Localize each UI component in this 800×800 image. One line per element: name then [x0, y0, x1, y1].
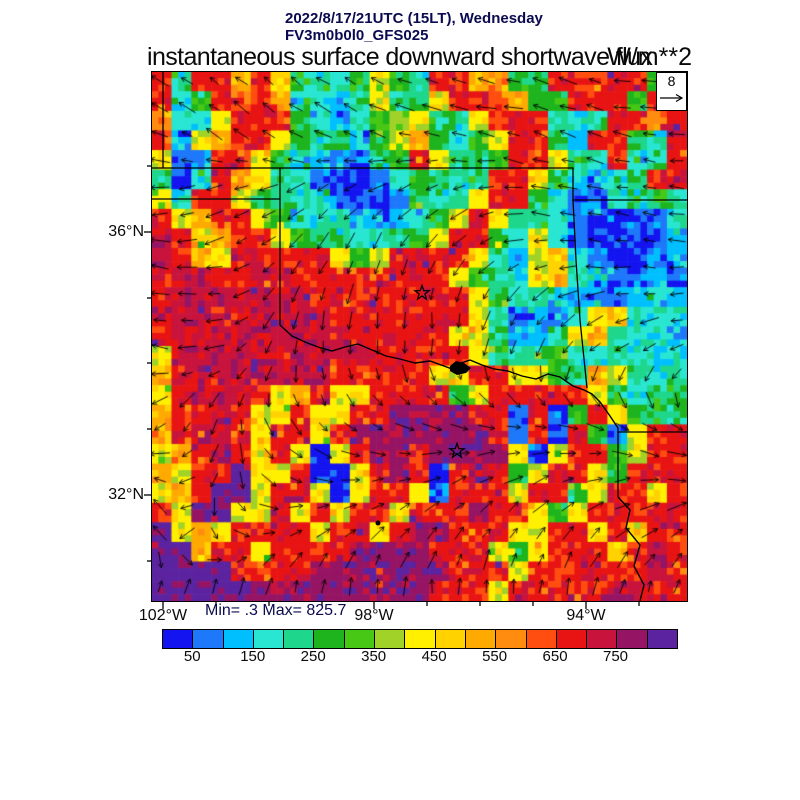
- units-label: W/m**2: [607, 43, 692, 71]
- colorbar-segment: [193, 630, 224, 648]
- colorbar-segment: [314, 630, 345, 648]
- page-title: instantaneous surface downward shortwave…: [147, 43, 653, 71]
- colorbar: [162, 629, 678, 649]
- colorbar-segment: [496, 630, 527, 648]
- flux-heatmap-canvas: [152, 72, 687, 601]
- colorbar-segment: [344, 630, 376, 648]
- map-area: [151, 71, 688, 602]
- lon-label-94w: 94°W: [566, 607, 606, 624]
- colorbar-segment: [556, 630, 588, 648]
- lat-label-32n: 32°N: [108, 486, 144, 503]
- header-datetime: 2022/8/17/21UTC (15LT), Wednesday: [285, 10, 543, 27]
- wind-reference-arrow-icon: [660, 93, 684, 103]
- colorbar-segment: [465, 630, 497, 648]
- colorbar-segment: [284, 630, 315, 648]
- lon-label-98w: 98°W: [354, 607, 394, 624]
- colorbar-segment: [253, 630, 285, 648]
- colorbar-segment: [617, 630, 648, 648]
- colorbar-segment: [405, 630, 436, 648]
- wind-reference-value: 8: [667, 73, 676, 89]
- colorbar-label: 150: [240, 648, 266, 665]
- header-model-name: FV3m0b0l0_GFS025: [285, 27, 429, 44]
- colorbar-label: 350: [361, 648, 387, 665]
- colorbar-label: 250: [300, 648, 326, 665]
- colorbar-segment: [435, 630, 466, 648]
- wind-reference-box: 8: [656, 72, 687, 111]
- colorbar-segment: [587, 630, 618, 648]
- colorbar-label: 750: [603, 648, 629, 665]
- colorbar-segment: [163, 630, 194, 648]
- lat-label-36n: 36°N: [108, 223, 144, 240]
- colorbar-label: 550: [482, 648, 508, 665]
- colorbar-segment: [375, 630, 406, 648]
- lon-label-102w: 102°W: [138, 607, 188, 624]
- colorbar-segment: [526, 630, 557, 648]
- minmax-stats: Min= .3 Max= 825.7: [205, 602, 347, 619]
- colorbar-label: 50: [183, 648, 201, 665]
- colorbar-label: 450: [421, 648, 447, 665]
- colorbar-label: 650: [542, 648, 568, 665]
- colorbar-segment: [223, 630, 254, 648]
- colorbar-labels: 50 150 250 350 450 550 650 750: [162, 648, 676, 666]
- colorbar-segment: [647, 630, 678, 648]
